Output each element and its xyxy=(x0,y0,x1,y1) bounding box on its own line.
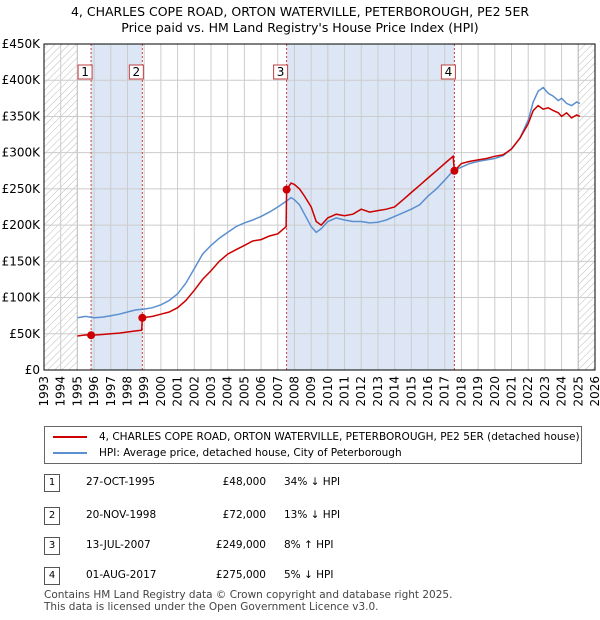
sale-price: £72,000 xyxy=(222,509,266,521)
plot-frame xyxy=(43,43,596,371)
y-tick-label: £450K xyxy=(2,37,42,51)
sale-row: 3 13-JUL-2007 £249,000 8% ↑ HPI xyxy=(44,537,444,555)
sale-price: £249,000 xyxy=(215,539,266,551)
y-tick-label: £0 xyxy=(25,363,40,377)
sale-label-number: 4 xyxy=(445,65,453,79)
y-tick-label: £250K xyxy=(2,182,42,196)
hpi-line xyxy=(77,86,581,319)
legend-label-price-paid: 4, CHARLES COPE ROAD, ORTON WATERVILLE, … xyxy=(99,431,580,443)
price-paid-line xyxy=(77,104,581,337)
y-tick-label: £150K xyxy=(2,254,42,268)
x-tick-label: 2004 xyxy=(221,376,235,407)
y-tick-label: £400K xyxy=(2,73,42,87)
x-tick-label: 2020 xyxy=(488,376,502,407)
x-tick-label: 1997 xyxy=(104,376,118,407)
x-tick-label: 2022 xyxy=(521,376,535,407)
x-tick-label: 2023 xyxy=(538,376,552,407)
x-tick-label: 1994 xyxy=(54,376,68,407)
footer-line: Contains HM Land Registry data © Crown c… xyxy=(44,589,453,601)
sale-row: 4 01-AUG-2017 £275,000 5% ↓ HPI xyxy=(44,567,444,585)
chart-title-line2: Price paid vs. HM Land Registry's House … xyxy=(121,20,479,35)
ownership-shade xyxy=(286,44,455,370)
legend-item-hpi: HPI: Average price, detached house, City… xyxy=(53,447,402,459)
sale-date: 27-OCT-1995 xyxy=(86,476,155,488)
x-tick-label: 2024 xyxy=(555,376,569,407)
sale-label-box xyxy=(273,64,289,80)
legend-item-price-paid: 4, CHARLES COPE ROAD, ORTON WATERVILLE, … xyxy=(53,431,580,443)
sale-date: 13-JUL-2007 xyxy=(86,539,151,551)
x-tick-label: 2001 xyxy=(171,376,185,407)
x-tick-label: 2012 xyxy=(354,376,368,407)
sale-hpi-change: 34% ↓ HPI xyxy=(284,476,341,488)
sale-hpi-change: 13% ↓ HPI xyxy=(284,509,341,521)
x-tick-label: 2011 xyxy=(338,376,352,407)
x-tick-label: 2009 xyxy=(304,376,318,407)
sale-label-number: 2 xyxy=(133,65,141,79)
x-tick-label: 2008 xyxy=(287,376,301,407)
x-tick-label: 2006 xyxy=(254,376,268,407)
sale-number: 4 xyxy=(44,567,60,585)
sale-number: 1 xyxy=(44,474,60,492)
x-tick-label: 2021 xyxy=(505,376,519,407)
x-tick-label: 1995 xyxy=(70,376,84,407)
sale-date: 20-NOV-1998 xyxy=(86,509,157,521)
sale-number: 2 xyxy=(44,507,60,525)
sale-point xyxy=(450,166,459,175)
ownership-shade xyxy=(91,44,143,370)
x-tick-label: 2018 xyxy=(454,376,468,407)
x-tick-label: 2014 xyxy=(388,376,402,407)
sale-label-box xyxy=(77,64,93,80)
x-tick-label: 1998 xyxy=(120,376,134,407)
sale-price: £275,000 xyxy=(215,569,266,581)
x-tick-label: 2005 xyxy=(237,376,251,407)
sale-label-box xyxy=(128,64,144,80)
sale-hpi-change: 5% ↓ HPI xyxy=(284,569,334,581)
x-tick-label: 2000 xyxy=(154,376,168,407)
legend-swatch-price-paid xyxy=(53,436,87,438)
x-tick-label: 2025 xyxy=(571,376,585,407)
x-tick-label: 2010 xyxy=(321,376,335,407)
sale-row: 1 27-OCT-1995 £48,000 34% ↓ HPI xyxy=(44,474,444,492)
x-tick-label: 1999 xyxy=(137,376,151,407)
x-tick-label: 2002 xyxy=(187,376,201,407)
footer-line: This data is licensed under the Open Gov… xyxy=(44,601,379,613)
sale-point xyxy=(282,185,291,194)
legend-label-hpi: HPI: Average price, detached house, City… xyxy=(99,447,402,459)
sale-point xyxy=(87,331,96,340)
sale-point xyxy=(138,313,147,322)
chart-title-line1: 4, CHARLES COPE ROAD, ORTON WATERVILLE, … xyxy=(70,4,530,19)
x-tick-label: 2003 xyxy=(204,376,218,407)
y-tick-label: £200K xyxy=(2,218,42,232)
y-tick-label: £50K xyxy=(9,327,41,341)
x-tick-label: 2016 xyxy=(421,376,435,407)
no-data-hatch xyxy=(578,44,595,370)
x-tick-label: 1996 xyxy=(87,376,101,407)
sale-label-number: 1 xyxy=(81,65,89,79)
sale-date: 01-AUG-2017 xyxy=(86,569,157,581)
footer-attribution: Contains HM Land Registry data © Crown c… xyxy=(44,589,452,613)
sale-label-box xyxy=(440,64,456,80)
sale-price: £48,000 xyxy=(222,476,266,488)
x-tick-label: 2026 xyxy=(588,376,600,407)
x-tick-label: 2017 xyxy=(438,376,452,407)
sale-row: 2 20-NOV-1998 £72,000 13% ↓ HPI xyxy=(44,507,444,525)
y-tick-label: £350K xyxy=(2,109,42,123)
x-tick-label: 2019 xyxy=(471,376,485,407)
legend-swatch-hpi xyxy=(53,452,87,454)
price-chart: 1 2 3 4 £0 £50K £100K £150K £200K £250K £300K £350… xyxy=(2,37,600,407)
legend: 4, CHARLES COPE ROAD, ORTON WATERVILLE, … xyxy=(44,426,582,464)
y-tick-label: £300K xyxy=(2,146,42,160)
sale-number: 3 xyxy=(44,537,60,555)
x-tick-label: 1993 xyxy=(37,376,51,407)
sale-label-number: 3 xyxy=(277,65,285,79)
y-tick-label: £100K xyxy=(2,291,42,305)
x-tick-label: 2007 xyxy=(271,376,285,407)
x-tick-label: 2013 xyxy=(371,376,385,407)
sale-hpi-change: 8% ↑ HPI xyxy=(284,539,334,551)
x-tick-label: 2015 xyxy=(404,376,418,407)
